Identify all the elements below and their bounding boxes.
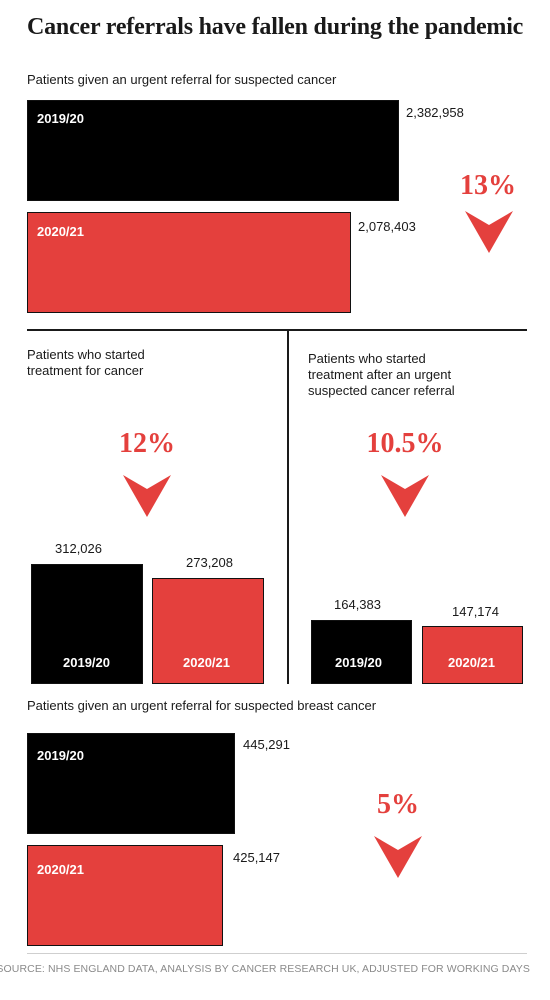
panel1-bar-2019 (27, 100, 399, 201)
panel1-down-arrow-icon (465, 211, 513, 253)
panel3-title: Patients who started treatment after an … (308, 351, 455, 398)
panel3-bar-2019 (311, 620, 412, 684)
panel1-bar-2020 (27, 212, 351, 313)
panel3-bar-2019-label: 2019/20 (335, 655, 382, 670)
panel3-bar-2020 (422, 626, 523, 684)
panel3-value-2020: 147,174 (452, 604, 499, 619)
panel2-bar-2019-label: 2019/20 (63, 655, 110, 670)
panel2-value-2020-text: 273,208 (186, 555, 233, 570)
panel4-title: Patients given an urgent referral for su… (27, 698, 377, 713)
panel4-bar-2020 (27, 845, 223, 946)
chart-title: Cancer referrals have fallen during the … (27, 14, 524, 40)
panel1-title: Patients given an urgent referral for su… (27, 72, 337, 87)
panel4-down-arrow-icon (374, 836, 422, 878)
panel4-value-2019: 445,291 (243, 737, 290, 752)
panel2-change-percent: 12% (119, 428, 175, 459)
panel2-bar-2020-label: 2020/21 (183, 655, 230, 670)
panel4-bar-2019-label: 2019/20 (37, 748, 84, 763)
panel2-down-arrow-icon (123, 475, 171, 517)
panel4-value-2020: 425,147 (233, 850, 280, 865)
divider-horizontal-bottom (27, 953, 527, 954)
panel4-bar-2019 (27, 733, 235, 834)
panel4-change-percent: 5% (377, 789, 419, 820)
panel1-bar-2019-label: 2019/20 (37, 111, 84, 126)
source-note: SOURCE: NHS ENGLAND DATA, ANALYSIS BY CA… (0, 963, 530, 975)
divider-horizontal-top (27, 329, 527, 331)
divider-vertical (287, 331, 289, 684)
panel1-bar-2020-label: 2020/21 (37, 224, 84, 239)
panel3-down-arrow-icon (381, 475, 429, 517)
panel2-value-2019: 312,026 (55, 541, 102, 556)
panel4-bar-2020-label: 2020/21 (37, 862, 84, 877)
panel3-change-percent: 10.5% (366, 428, 444, 459)
panel3-value-2019: 164,383 (334, 597, 381, 612)
panel1-change-percent: 13% (460, 170, 516, 201)
panel2-bar-2020 (152, 578, 264, 684)
panel1-value-2020: 2,078,403 (358, 219, 416, 234)
panel1-value-2019: 2,382,958 (406, 105, 464, 120)
panel2-title: Patients who started treatment for cance… (27, 347, 145, 378)
panel3-bar-2020-label: 2020/21 (448, 655, 495, 670)
panel2-bar-2019 (31, 564, 143, 684)
